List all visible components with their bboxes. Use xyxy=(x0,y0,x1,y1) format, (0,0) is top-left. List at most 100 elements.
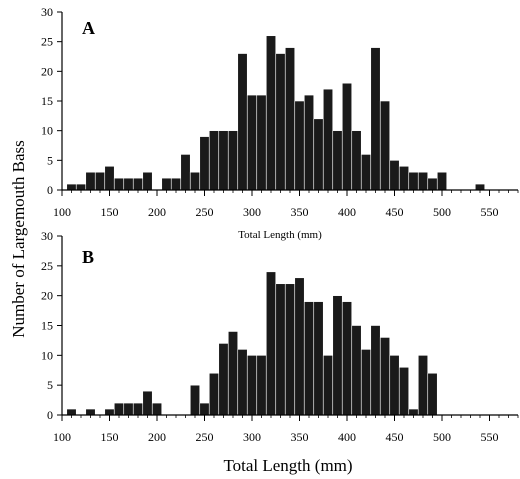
panel-b-bar xyxy=(275,283,286,416)
panel-b-x-tick-label: 350 xyxy=(291,430,309,444)
panel-a-letter: A xyxy=(82,18,95,38)
panel-a-bar xyxy=(265,35,277,191)
panel-b-bar xyxy=(142,390,153,416)
panel-a-bar xyxy=(66,183,77,191)
panel-a-bar xyxy=(104,165,115,191)
panel-a-x-tick-label: 500 xyxy=(433,205,451,219)
panel-a-bar xyxy=(142,171,153,191)
panel-a-y-tick-label: 5 xyxy=(47,153,53,167)
panel-a-x-tick-label: 250 xyxy=(196,205,214,219)
panel-a-bar xyxy=(161,177,172,191)
panel-a-bar xyxy=(379,100,391,191)
panel-a-y-tick-label: 0 xyxy=(47,183,53,197)
panel-b-bar xyxy=(237,349,248,416)
panel-a-x-tick-label: 150 xyxy=(101,205,119,219)
panel-b-x-tick-label: 450 xyxy=(386,430,404,444)
panel-a-x-tick-label: 550 xyxy=(481,205,499,219)
panel-b-bar xyxy=(208,372,220,416)
panel-b-x-tick-label: 100 xyxy=(53,430,71,444)
panel-a-x-tick-label: 350 xyxy=(291,205,309,219)
panel-b-bar xyxy=(256,355,267,416)
panel-a-x-tick-label: 400 xyxy=(338,205,356,219)
panel-a-bar xyxy=(389,160,400,191)
panel-b-bar xyxy=(104,408,115,416)
panel-a-bar xyxy=(351,130,362,191)
panel-b-bar xyxy=(113,402,125,416)
panel-b-bar xyxy=(332,295,343,416)
y-axis-label: Number of Largemouth Bass xyxy=(9,140,28,338)
panel-b-bar xyxy=(284,283,296,416)
panel-b-bar xyxy=(303,301,315,416)
panel-b-bar xyxy=(246,355,258,416)
panel-a-bar xyxy=(313,118,324,191)
panel-b-bar xyxy=(218,343,229,416)
panel-b-bar xyxy=(199,402,210,416)
panel-a-x-tick-label: 200 xyxy=(148,205,166,219)
panel-a-bar xyxy=(218,130,229,191)
panel-b-bar xyxy=(85,408,96,416)
panel-a-bar xyxy=(85,171,96,191)
panel-b-x-tick-label: 400 xyxy=(338,430,356,444)
panel-a-y-tick-label: 15 xyxy=(41,94,53,108)
panel-b-bar xyxy=(123,402,134,416)
panel-a-bar xyxy=(256,94,267,191)
panel-a-bar xyxy=(294,100,305,191)
panel-a-bar xyxy=(113,177,125,191)
panel-b-bar xyxy=(322,355,334,416)
panel-b-bar xyxy=(408,408,419,416)
panel-a-bar xyxy=(284,47,296,191)
panel-b-x-axis-label: Total Length (mm) xyxy=(223,456,352,475)
panel-b-y-tick-label: 0 xyxy=(47,408,53,422)
panel-a-y-tick-label: 25 xyxy=(41,35,53,49)
panel-b-x-tick-label: 150 xyxy=(101,430,119,444)
panel-a-x-tick-label: 100 xyxy=(53,205,71,219)
panel-a-bar xyxy=(303,94,315,191)
panel-b-bar xyxy=(189,384,201,416)
panel-a-bar xyxy=(427,177,438,191)
panel-a-bar xyxy=(75,183,87,191)
panel-b-x-tick-label: 200 xyxy=(148,430,166,444)
panel-a-y-tick-label: 30 xyxy=(41,5,53,19)
panel-a-bar xyxy=(398,165,410,191)
panel-a-bar xyxy=(474,183,486,191)
panel-a-bar xyxy=(360,154,372,191)
panel-b-bar xyxy=(379,337,391,416)
panel-a-bar xyxy=(322,88,334,191)
panel-a-bar xyxy=(370,47,381,191)
panel-a-bar xyxy=(332,130,343,191)
panel-b-bar xyxy=(66,408,77,416)
panel-a-bar xyxy=(341,82,353,191)
panel-b: B Total Length (mm) 0 5 10 15 20 25 30 100 150 20… xyxy=(41,229,519,475)
panel-a-bar xyxy=(132,177,144,191)
panel-a-bar xyxy=(199,136,210,191)
panel-b-letter: B xyxy=(82,247,94,267)
panel-a-bar xyxy=(227,130,239,191)
panel-a-bar xyxy=(170,177,182,191)
panel-b-bar xyxy=(313,301,324,416)
panel-a-bar xyxy=(180,154,191,191)
panel-b-bar xyxy=(360,349,372,416)
panel-b-y-tick-label: 20 xyxy=(41,289,53,303)
panel-a-x-axis-label: Total Length (mm) xyxy=(238,229,322,241)
panel-b-bar xyxy=(351,325,362,416)
panel-b-bar xyxy=(389,355,400,416)
panel-a-bar xyxy=(189,171,201,191)
panel-b-bar xyxy=(341,301,353,416)
panel-b-y-tick-label: 25 xyxy=(41,259,53,273)
panel-b-x-tick-label: 500 xyxy=(433,430,451,444)
panel-a-y-tick-label: 20 xyxy=(41,64,53,78)
panel-b-bar xyxy=(417,355,429,416)
panel-a-bar xyxy=(275,53,286,191)
panel-b-bars xyxy=(66,271,438,416)
panel-b-y-tick-label: 15 xyxy=(41,319,53,333)
panel-b-x-tick-label: 300 xyxy=(243,430,261,444)
panel-b-y-tick-label: 10 xyxy=(41,348,53,362)
panel-a-x-tick-label: 300 xyxy=(243,205,261,219)
panel-a-bar xyxy=(436,171,448,191)
panel-b-y-tick-label: 5 xyxy=(47,378,53,392)
panel-a-bar xyxy=(94,171,106,191)
panel-a-bar xyxy=(123,177,134,191)
panel-a-bar xyxy=(237,53,248,191)
